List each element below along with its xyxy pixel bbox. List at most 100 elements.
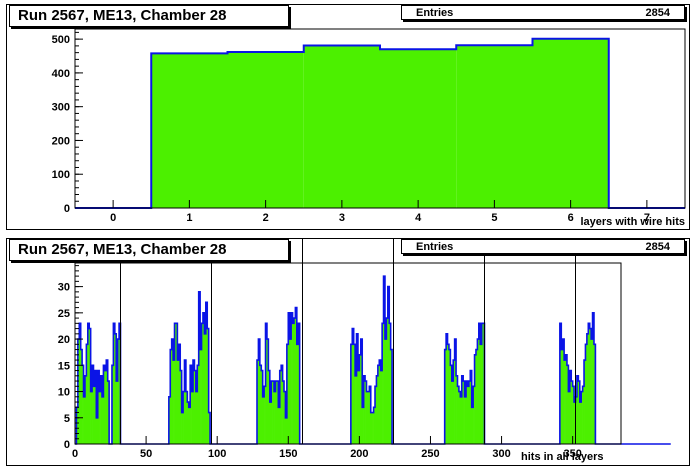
bar — [296, 344, 299, 444]
bar — [274, 391, 276, 444]
bar — [460, 396, 463, 444]
stats-box: Entries 2854 — [401, 239, 685, 254]
bar — [450, 365, 453, 444]
bar — [264, 386, 266, 444]
bar — [480, 344, 482, 444]
bar — [193, 360, 195, 444]
y-tick-label: 400 — [52, 68, 70, 80]
bar — [566, 365, 569, 444]
bar — [114, 333, 117, 444]
y-tick-label: 10 — [58, 387, 70, 399]
bar — [265, 323, 268, 444]
bar — [454, 339, 457, 444]
bar — [100, 375, 103, 444]
bar — [475, 349, 478, 444]
bar — [174, 323, 177, 444]
bar — [111, 365, 114, 444]
y-tick-label: 100 — [52, 169, 70, 181]
bar — [444, 349, 447, 444]
x-tick-label: 250 — [421, 448, 439, 460]
bar — [588, 323, 591, 444]
bar — [564, 360, 566, 444]
y-tick-label: 25 — [58, 308, 70, 320]
bar — [293, 318, 296, 444]
y-tick-label: 0 — [64, 203, 70, 215]
bar — [104, 370, 107, 444]
bar — [275, 381, 278, 444]
bar — [373, 407, 376, 444]
bar — [453, 360, 455, 444]
bar — [357, 370, 360, 444]
y-tick-label: 300 — [52, 102, 70, 114]
bar — [575, 396, 578, 444]
bar — [205, 302, 208, 444]
bar — [574, 402, 576, 444]
bar — [350, 344, 353, 444]
bar — [481, 323, 484, 444]
bar — [200, 349, 202, 444]
bar — [84, 375, 87, 444]
histogram-outline — [75, 275, 671, 445]
bar — [461, 375, 464, 444]
bar — [387, 286, 390, 444]
x-tick-label: 5 — [491, 212, 497, 224]
bar — [464, 396, 467, 444]
bar — [227, 51, 304, 209]
bar — [384, 339, 387, 444]
bar — [362, 407, 364, 444]
x-tick-label: 3 — [339, 212, 345, 224]
x-tick-label: 2 — [263, 212, 269, 224]
bar — [175, 323, 178, 444]
bar — [99, 391, 101, 444]
bar — [586, 333, 589, 444]
bar — [572, 386, 575, 444]
bar — [352, 328, 354, 444]
bar — [97, 370, 100, 444]
histogram-outline — [75, 37, 685, 209]
bar — [568, 391, 571, 444]
bar — [446, 333, 448, 444]
bar — [365, 381, 367, 444]
bar — [579, 402, 582, 444]
bar — [178, 344, 181, 444]
x-tick-label: 150 — [279, 448, 297, 460]
bar — [279, 370, 282, 444]
bars — [151, 38, 609, 209]
bar — [173, 360, 175, 444]
bar — [591, 339, 593, 444]
bar — [295, 307, 298, 444]
bar — [565, 354, 568, 444]
bar — [303, 45, 380, 208]
x-tick-label: 50 — [140, 448, 152, 460]
bar — [171, 339, 174, 444]
x-tick-label: 0 — [110, 212, 116, 224]
bar — [356, 333, 359, 444]
plot-frame — [74, 28, 686, 209]
bar — [181, 412, 184, 444]
bar — [282, 381, 285, 444]
bar — [151, 53, 228, 208]
x-tick-label: 7 — [644, 212, 650, 224]
bar — [376, 375, 379, 444]
bar — [170, 349, 172, 444]
bar — [473, 386, 475, 444]
bar — [183, 391, 185, 444]
bar — [569, 370, 572, 444]
bar — [584, 360, 586, 444]
bar — [86, 344, 89, 444]
bar — [456, 375, 458, 444]
bar — [201, 323, 204, 444]
bar — [477, 339, 480, 444]
bar — [80, 349, 83, 444]
bar — [383, 276, 386, 444]
bar — [353, 344, 356, 444]
bar — [369, 386, 372, 444]
bar — [380, 370, 383, 444]
bar — [79, 323, 81, 444]
bar — [96, 417, 99, 444]
bar — [82, 365, 84, 444]
stats-entries-value: 2854 — [645, 7, 670, 19]
bar — [113, 323, 116, 444]
bar — [389, 323, 391, 444]
bar — [187, 402, 190, 444]
